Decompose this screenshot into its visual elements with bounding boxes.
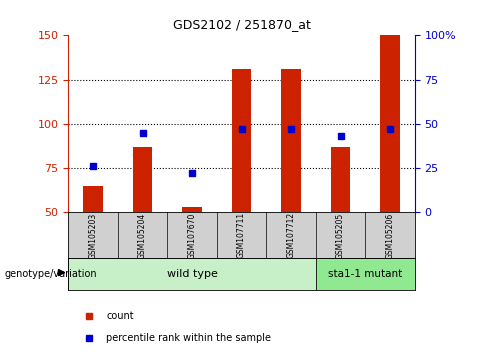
Text: GSM107711: GSM107711: [237, 212, 246, 258]
Bar: [331, 147, 350, 212]
Text: count: count: [106, 311, 134, 321]
Text: GSM107712: GSM107712: [286, 212, 296, 258]
Text: sta1-1 mutant: sta1-1 mutant: [328, 269, 403, 279]
Text: GSM105204: GSM105204: [138, 212, 147, 258]
Text: GSM107670: GSM107670: [187, 212, 197, 259]
Text: GSM105203: GSM105203: [88, 212, 98, 258]
Bar: [182, 207, 202, 212]
Bar: [83, 186, 103, 212]
Text: percentile rank within the sample: percentile rank within the sample: [106, 332, 271, 343]
Bar: [281, 69, 301, 212]
Text: wild type: wild type: [166, 269, 218, 279]
Text: GSM105206: GSM105206: [386, 212, 395, 258]
Title: GDS2102 / 251870_at: GDS2102 / 251870_at: [173, 18, 310, 32]
Bar: [232, 69, 251, 212]
Bar: [380, 35, 400, 212]
Text: GSM105205: GSM105205: [336, 212, 345, 258]
Bar: [68, 258, 316, 290]
Text: genotype/variation: genotype/variation: [5, 269, 98, 279]
Bar: [316, 258, 415, 290]
Bar: [133, 147, 152, 212]
